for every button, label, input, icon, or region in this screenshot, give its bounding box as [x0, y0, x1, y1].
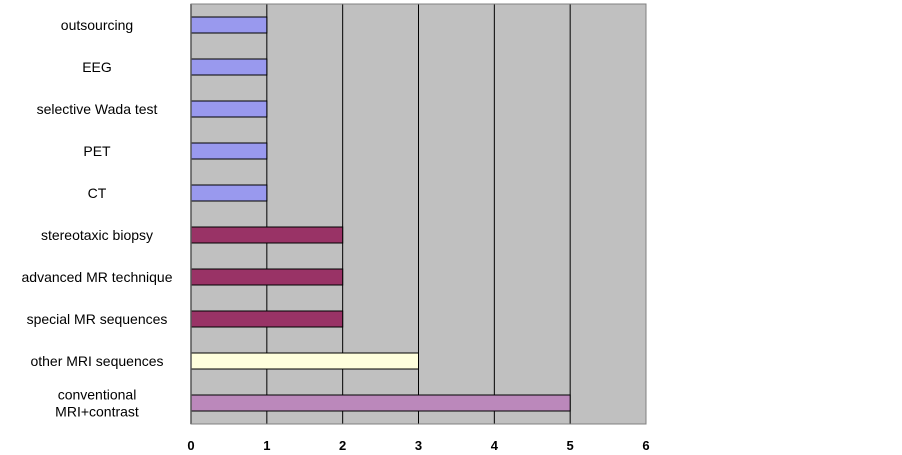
category-label: special MR sequences	[27, 311, 168, 327]
category-label: conventional MRI+contrast	[55, 387, 139, 420]
bars	[190, 16, 571, 412]
bar	[190, 268, 344, 286]
bar	[190, 16, 268, 34]
category-label: PET	[83, 143, 111, 159]
x-tick-label: 5	[567, 438, 574, 453]
bar	[190, 394, 571, 412]
x-tick-label: 6	[642, 438, 649, 453]
bar	[190, 142, 268, 160]
x-tick-label: 1	[263, 438, 270, 453]
x-tick-labels: 0 1 2 3 4 5 6	[187, 438, 649, 453]
category-label: outsourcing	[61, 17, 133, 33]
x-tick-label: 2	[339, 438, 346, 453]
bar	[190, 352, 419, 370]
bar	[190, 58, 268, 76]
bar	[190, 184, 268, 202]
category-label: selective Wada test	[37, 101, 158, 117]
category-label: stereotaxic biopsy	[41, 227, 153, 243]
category-labels: outsourcing EEG selective Wada test PET CT st…	[22, 17, 173, 420]
plot-border	[190, 3, 647, 425]
x-tick-label: 4	[491, 438, 499, 453]
category-label: advanced MR technique	[22, 269, 173, 285]
bar	[190, 226, 344, 244]
category-label: EEG	[82, 59, 112, 75]
category-label: other MRI sequences	[30, 353, 163, 369]
bar	[190, 100, 268, 118]
x-tick-label: 0	[187, 438, 194, 453]
category-label: CT	[88, 185, 107, 201]
x-tick-label: 3	[415, 438, 422, 453]
bar	[190, 310, 344, 328]
